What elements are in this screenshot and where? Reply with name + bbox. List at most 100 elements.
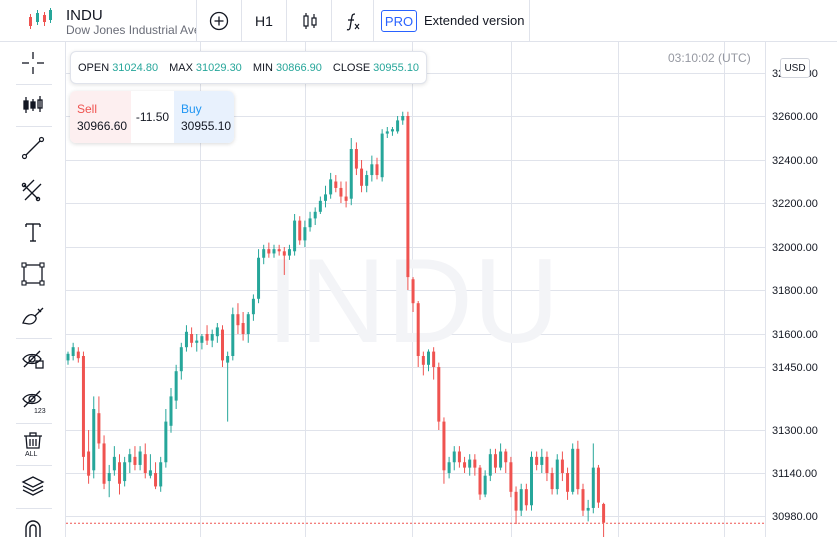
candle-body [92, 409, 96, 471]
candle-body [349, 149, 353, 199]
candle-body [221, 329, 224, 361]
candle-body [133, 456, 137, 465]
timeframe-button[interactable]: H1 [255, 13, 273, 29]
candle [596, 464, 600, 508]
hide-indicators-tool[interactable]: 123 [16, 384, 50, 418]
candle-body [385, 131, 389, 134]
candle [195, 334, 199, 352]
divider [16, 465, 52, 466]
candle-body [416, 303, 420, 356]
candle-body [602, 503, 606, 523]
candle-body [473, 459, 477, 468]
candle [231, 307, 235, 361]
candle [514, 486, 518, 525]
function-icon [346, 13, 360, 31]
candle [287, 244, 291, 260]
currency-button[interactable]: USD [780, 58, 810, 78]
candle [396, 116, 400, 134]
candle [375, 157, 379, 180]
candles-icon [303, 13, 317, 29]
divider [331, 0, 332, 42]
candle-body [303, 227, 307, 241]
text-icon [25, 223, 41, 242]
fib-tool[interactable] [16, 173, 50, 207]
candle [571, 443, 575, 495]
chart-type-button[interactable] [289, 0, 331, 42]
candle-body [236, 314, 240, 326]
brush-icon [22, 307, 44, 325]
candle-body [334, 181, 338, 188]
candle-body [257, 257, 261, 299]
candle-body [246, 314, 250, 334]
candle-body [324, 194, 327, 201]
divider [286, 0, 287, 42]
candle-body [586, 507, 590, 511]
candle-body [293, 220, 297, 252]
logo-icon [29, 8, 52, 29]
candle [251, 294, 255, 321]
candle [262, 244, 266, 265]
add-symbol-button[interactable] [199, 0, 239, 42]
candle-body [81, 356, 85, 457]
candle-body [478, 467, 482, 495]
price-tick-label: 31600.00 [772, 329, 818, 341]
candle [221, 325, 224, 367]
candle [81, 351, 85, 471]
text-tool[interactable] [16, 215, 50, 249]
extended-version-link[interactable]: Extended version [424, 13, 525, 28]
candle [303, 220, 307, 247]
candle [164, 409, 168, 468]
candle-body [596, 467, 600, 503]
candle-body [463, 462, 467, 468]
drawing-toolbar: 123 ALL [0, 42, 66, 537]
candle-body [267, 249, 271, 254]
price-axis[interactable]: 30980.00 31140.00 31300.00 31450.00 31600.00… [772, 42, 818, 523]
divider [529, 0, 530, 42]
candle-body [555, 459, 559, 490]
magnet-tool[interactable] [16, 511, 50, 537]
candle [354, 142, 358, 176]
candle [576, 440, 580, 495]
sell-button[interactable]: Sell 30966.60 [70, 91, 131, 143]
candle-body [550, 473, 554, 490]
spread-value: -11.50 [135, 110, 170, 124]
candle-body [318, 200, 322, 212]
crosshair-icon [22, 52, 44, 74]
crosshair-tool[interactable] [16, 46, 50, 80]
indicators-button[interactable] [333, 0, 373, 42]
candle [246, 312, 250, 343]
rectangle-tool[interactable] [16, 257, 50, 291]
symbol-ticker[interactable]: INDU [66, 7, 103, 24]
candle [179, 342, 183, 380]
candle-body [370, 164, 374, 176]
candle [143, 443, 147, 479]
candle [241, 312, 245, 341]
candle [560, 451, 564, 482]
candle [102, 435, 106, 490]
candle [406, 111, 410, 290]
candle [313, 207, 317, 225]
candle-body [329, 179, 333, 195]
hide-drawings-tool[interactable] [16, 342, 50, 376]
remove-all-tool[interactable]: ALL [16, 427, 50, 461]
candles-tool[interactable] [16, 88, 50, 122]
candle [215, 323, 219, 343]
candle [293, 214, 297, 256]
candle-body [396, 120, 400, 132]
candle-body [524, 489, 528, 506]
candle-body [210, 334, 214, 341]
candle-body [190, 334, 194, 343]
candle [432, 347, 436, 380]
candle-body [447, 462, 451, 473]
candle [190, 327, 194, 348]
candle-body [375, 164, 379, 176]
pro-badge[interactable]: PRO [381, 10, 417, 32]
trendline-tool[interactable] [16, 131, 50, 165]
buy-button[interactable]: Buy 30955.10 [174, 91, 234, 143]
candle [457, 446, 461, 468]
candle-body [365, 175, 369, 186]
eye-123-icon: 123 [22, 390, 46, 414]
brush-tool[interactable] [16, 299, 50, 333]
candle [318, 196, 322, 214]
layers-tool[interactable] [16, 469, 50, 503]
